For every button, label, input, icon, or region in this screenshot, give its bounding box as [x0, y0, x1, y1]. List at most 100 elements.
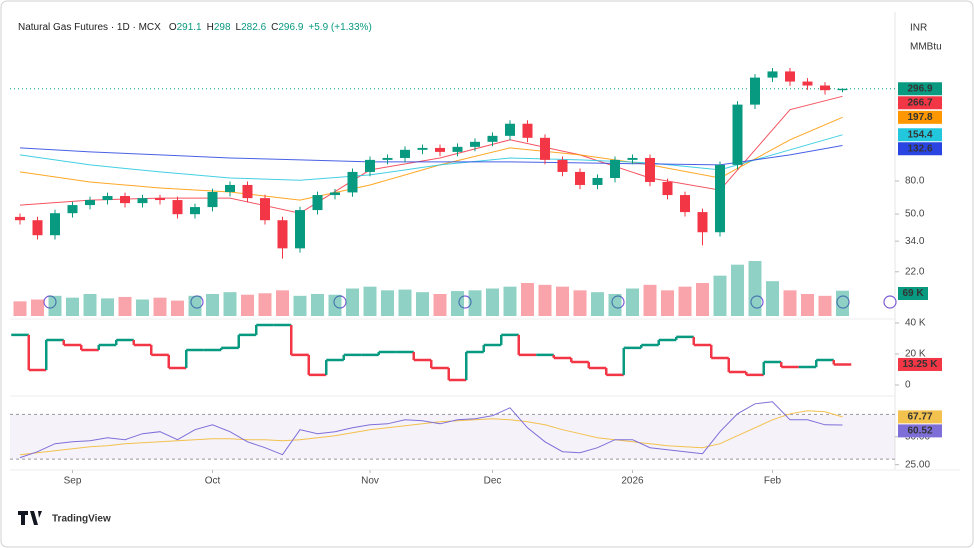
- symbol: Natural Gas Futures · 1D · MCX: [18, 22, 161, 33]
- candle-body: [837, 88, 848, 91]
- event-icon[interactable]: [883, 295, 897, 309]
- event-icon[interactable]: [458, 295, 472, 309]
- ohlc-prefix: C: [271, 22, 278, 33]
- rsi-band: [10, 414, 895, 460]
- volume-bar: [398, 289, 412, 316]
- candle-body: [207, 192, 218, 208]
- candle-body: [102, 196, 113, 201]
- rsi-label: 60.52: [907, 426, 932, 437]
- ohlc-value: 298: [214, 22, 231, 33]
- volume-bar: [328, 294, 342, 316]
- volume-bar: [766, 281, 779, 316]
- candle-body: [627, 157, 638, 160]
- price-label: 197.8: [907, 112, 932, 123]
- ohlc-value: 282.6: [241, 22, 266, 33]
- candle-body: [120, 196, 130, 204]
- volume-bar: [451, 291, 464, 316]
- candle-body: [312, 195, 323, 211]
- candle-body: [592, 177, 603, 185]
- candle-body: [785, 71, 795, 82]
- y-tick-label: 20 K: [905, 349, 926, 360]
- volume-bar: [783, 290, 797, 316]
- volume-bar: [311, 294, 324, 316]
- volume-bar: [293, 295, 307, 316]
- volume-bar: [136, 299, 149, 316]
- volume-bar: [433, 294, 447, 316]
- volume-bar: [346, 288, 359, 316]
- price-label-bg: [898, 142, 942, 156]
- volume-bar: [468, 290, 482, 316]
- volume-bar: [416, 292, 429, 316]
- candle-body: [610, 159, 620, 178]
- candle-body: [242, 184, 253, 199]
- candle-body: [680, 195, 690, 213]
- volume-bar: [381, 290, 394, 316]
- y-tick-label: 80.0: [905, 176, 925, 187]
- volume-label: 69 K: [902, 288, 924, 299]
- volume-bar: [643, 284, 657, 316]
- candle-body: [487, 135, 498, 142]
- candle-body: [522, 123, 533, 138]
- volume-bar: [573, 290, 587, 316]
- ohlc-prefix: O: [169, 22, 177, 33]
- volume-bar: [66, 297, 79, 316]
- candle-body: [67, 205, 78, 214]
- indicator-label-bg: [898, 357, 942, 371]
- ohlc-prefix: H: [207, 22, 214, 33]
- volume-bar: [731, 264, 744, 316]
- volume-bar: [696, 283, 709, 316]
- event-icon[interactable]: [43, 295, 57, 309]
- event-icon[interactable]: [190, 295, 204, 309]
- logo-mark: [18, 511, 42, 525]
- candle-body: [15, 216, 25, 221]
- volume-bar: [486, 288, 499, 316]
- logo: TradingView: [18, 511, 111, 525]
- candle-body: [557, 159, 568, 172]
- volume-bar: [118, 296, 132, 316]
- price-label-bg: [898, 96, 942, 110]
- candle-body: [85, 200, 95, 206]
- volume-bar: [748, 261, 762, 316]
- y-tick-label: 25.00: [905, 459, 930, 470]
- candle-body: [820, 85, 830, 91]
- y-tick-label: 0: [905, 380, 911, 391]
- volume-bar: [661, 290, 674, 316]
- x-tick-label: Nov: [361, 476, 379, 487]
- candle-body: [802, 81, 813, 86]
- candle-body: [155, 198, 165, 201]
- volume-bar: [171, 300, 184, 316]
- ohlc-value: 296.9: [278, 22, 303, 33]
- ohlc-value: 291.1: [177, 22, 202, 33]
- candle-body: [347, 171, 358, 193]
- volume-bar: [48, 295, 62, 316]
- x-tick-label: 2026: [621, 476, 644, 487]
- event-icon[interactable]: [836, 295, 850, 309]
- volume-bar: [836, 290, 849, 316]
- y-tick-label: 34.0: [905, 236, 925, 247]
- event-icon[interactable]: [750, 295, 764, 309]
- ohlc-prefix: L: [236, 22, 242, 33]
- volume-bar: [13, 301, 27, 316]
- candle-body: [365, 159, 375, 172]
- volume-bar: [521, 283, 534, 316]
- price-label-bg: [898, 82, 942, 96]
- volume-bar: [713, 275, 727, 316]
- rsi-line: [19, 401, 843, 459]
- event-icon[interactable]: [611, 295, 625, 309]
- volume-bar: [241, 294, 254, 316]
- volume-bar: [153, 297, 167, 316]
- candle-body: [715, 164, 725, 233]
- price-label: 296.9: [907, 83, 932, 94]
- candle-body: [575, 171, 585, 185]
- candle-body: [697, 212, 708, 233]
- candle-body: [417, 147, 428, 150]
- event-icon[interactable]: [333, 295, 347, 309]
- currency: INR: [910, 23, 927, 34]
- volume-bar: [608, 294, 622, 316]
- candle-body: [190, 207, 200, 215]
- price-label: 132.6: [907, 143, 932, 154]
- candle-body: [137, 198, 148, 204]
- candle-body: [295, 210, 305, 249]
